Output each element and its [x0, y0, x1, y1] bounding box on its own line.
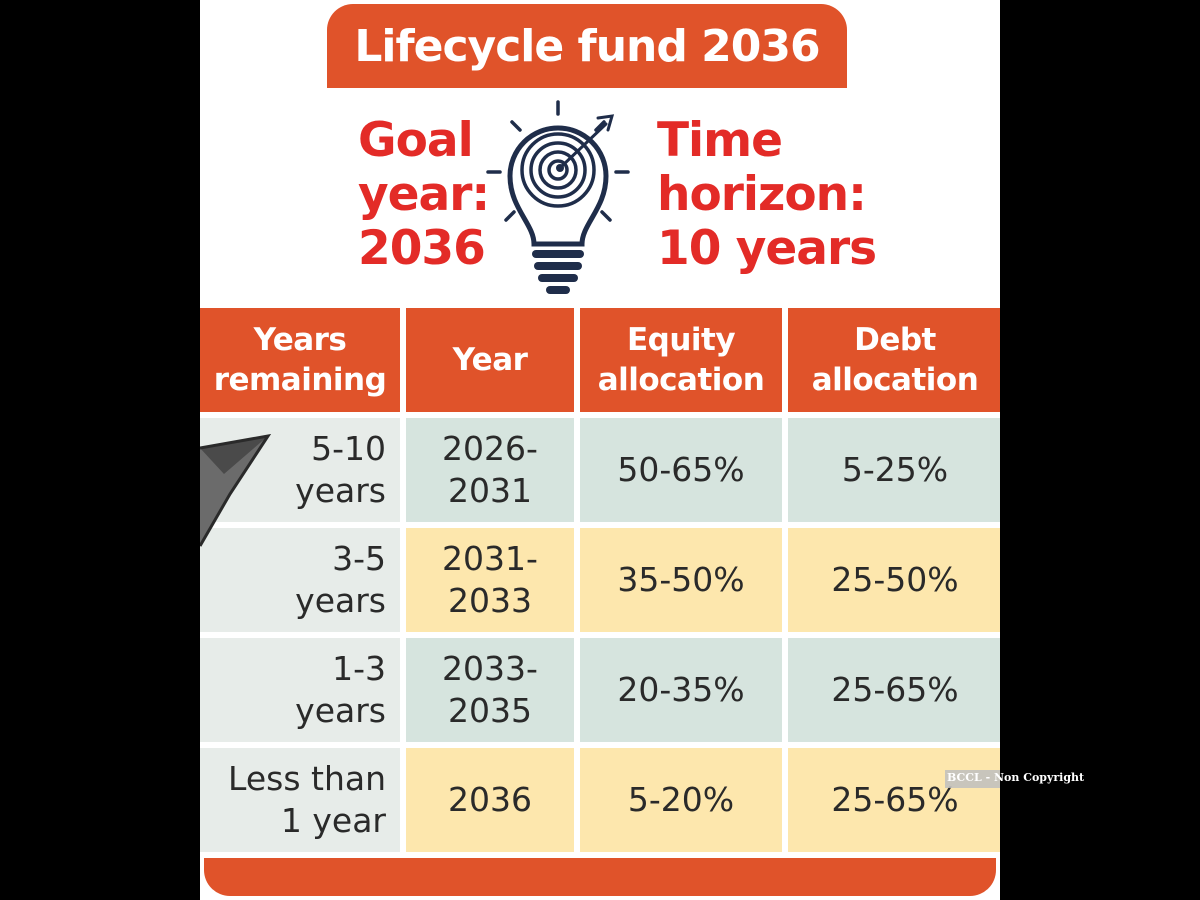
- cell-line: 2031-: [442, 539, 538, 578]
- cell-debt: 25-50%: [788, 528, 1000, 632]
- cell-line: years: [295, 581, 386, 620]
- cell-debt: 25-65%: [788, 638, 1000, 742]
- table-row: 3-5 years 2031- 2033 35-50% 25-50%: [200, 528, 1000, 632]
- cell-year: 2031- 2033: [406, 528, 574, 632]
- paper-plane-icon: [200, 434, 272, 547]
- goal-line-1: Goal: [358, 113, 474, 168]
- header-line-1: Equity: [626, 322, 736, 358]
- cell-line: 2035: [448, 691, 532, 730]
- header-line-2: allocation: [597, 362, 765, 398]
- cell-equity: 5-20%: [580, 748, 782, 852]
- cell-line: 1 year: [280, 801, 386, 840]
- goal-line-2: year:: [358, 167, 490, 222]
- cell-line: 5-10: [311, 429, 386, 468]
- cell-year: 2026- 2031: [406, 418, 574, 522]
- cell-line: 2031: [448, 471, 532, 510]
- cell-line: years: [295, 691, 386, 730]
- cell-line: 3-5: [332, 539, 386, 578]
- header-line-1: Debt: [854, 322, 936, 358]
- table-header-row: Years remaining Year Equity allocation D…: [200, 308, 1000, 412]
- header-year: Year: [406, 308, 574, 412]
- cell-years-remaining: 5-10 years: [200, 418, 400, 522]
- cell-line: Less than: [228, 759, 386, 798]
- cell-equity: 20-35%: [580, 638, 782, 742]
- infographic-card: Lifecycle fund 2036 Goal year: 2036: [200, 0, 1000, 900]
- cell-year: 2033- 2035: [406, 638, 574, 742]
- time-horizon-label: Time horizon: 10 years: [657, 113, 877, 276]
- cell-equity: 50-65%: [580, 418, 782, 522]
- cell-debt: 5-25%: [788, 418, 1000, 522]
- header-line-1: Years: [253, 322, 347, 358]
- cell-debt: 25-65%: [788, 748, 1000, 852]
- goal-line-3: 2036: [358, 221, 486, 276]
- cell-line: 1-3: [332, 649, 386, 688]
- table-row: 5-10 years 2026- 2031 50-65% 5-25%: [200, 418, 1000, 522]
- horizon-line-3: 10 years: [657, 221, 877, 276]
- table-row: 1-3 years 2033- 2035 20-35% 25-65%: [200, 638, 1000, 742]
- cell-line: years: [295, 471, 386, 510]
- allocation-table: Years remaining Year Equity allocation D…: [200, 302, 1000, 858]
- title-banner: Lifecycle fund 2036: [327, 4, 847, 88]
- cell-equity: 35-50%: [580, 528, 782, 632]
- lightbulb-target-icon: [486, 100, 630, 294]
- header-line-2: remaining: [213, 362, 387, 398]
- cell-years-remaining: 3-5 years: [200, 528, 400, 632]
- horizon-line-2: horizon:: [657, 167, 867, 222]
- header-line-2: allocation: [811, 362, 979, 398]
- table-row: Less than 1 year 2036 5-20% 25-65%: [200, 748, 1000, 852]
- goal-year-label: Goal year: 2036: [358, 113, 490, 276]
- header-line-1: Year: [452, 342, 528, 378]
- watermark-text: BCCL - Non Copyright: [947, 771, 1085, 784]
- watermark-box: [945, 770, 1000, 788]
- page-title: Lifecycle fund 2036: [354, 20, 820, 72]
- horizon-line-1: Time: [657, 113, 783, 168]
- header-debt-allocation: Debt allocation: [788, 308, 1000, 412]
- header-equity-allocation: Equity allocation: [580, 308, 782, 412]
- cell-year: 2036: [406, 748, 574, 852]
- cell-years-remaining: Less than 1 year: [200, 748, 400, 852]
- cell-line: 2033-: [442, 649, 538, 688]
- bottom-banner: [204, 858, 996, 896]
- header-years-remaining: Years remaining: [200, 308, 400, 412]
- cell-line: 2026-: [442, 429, 538, 468]
- cell-years-remaining: 1-3 years: [200, 638, 400, 742]
- cell-line: 2033: [448, 581, 532, 620]
